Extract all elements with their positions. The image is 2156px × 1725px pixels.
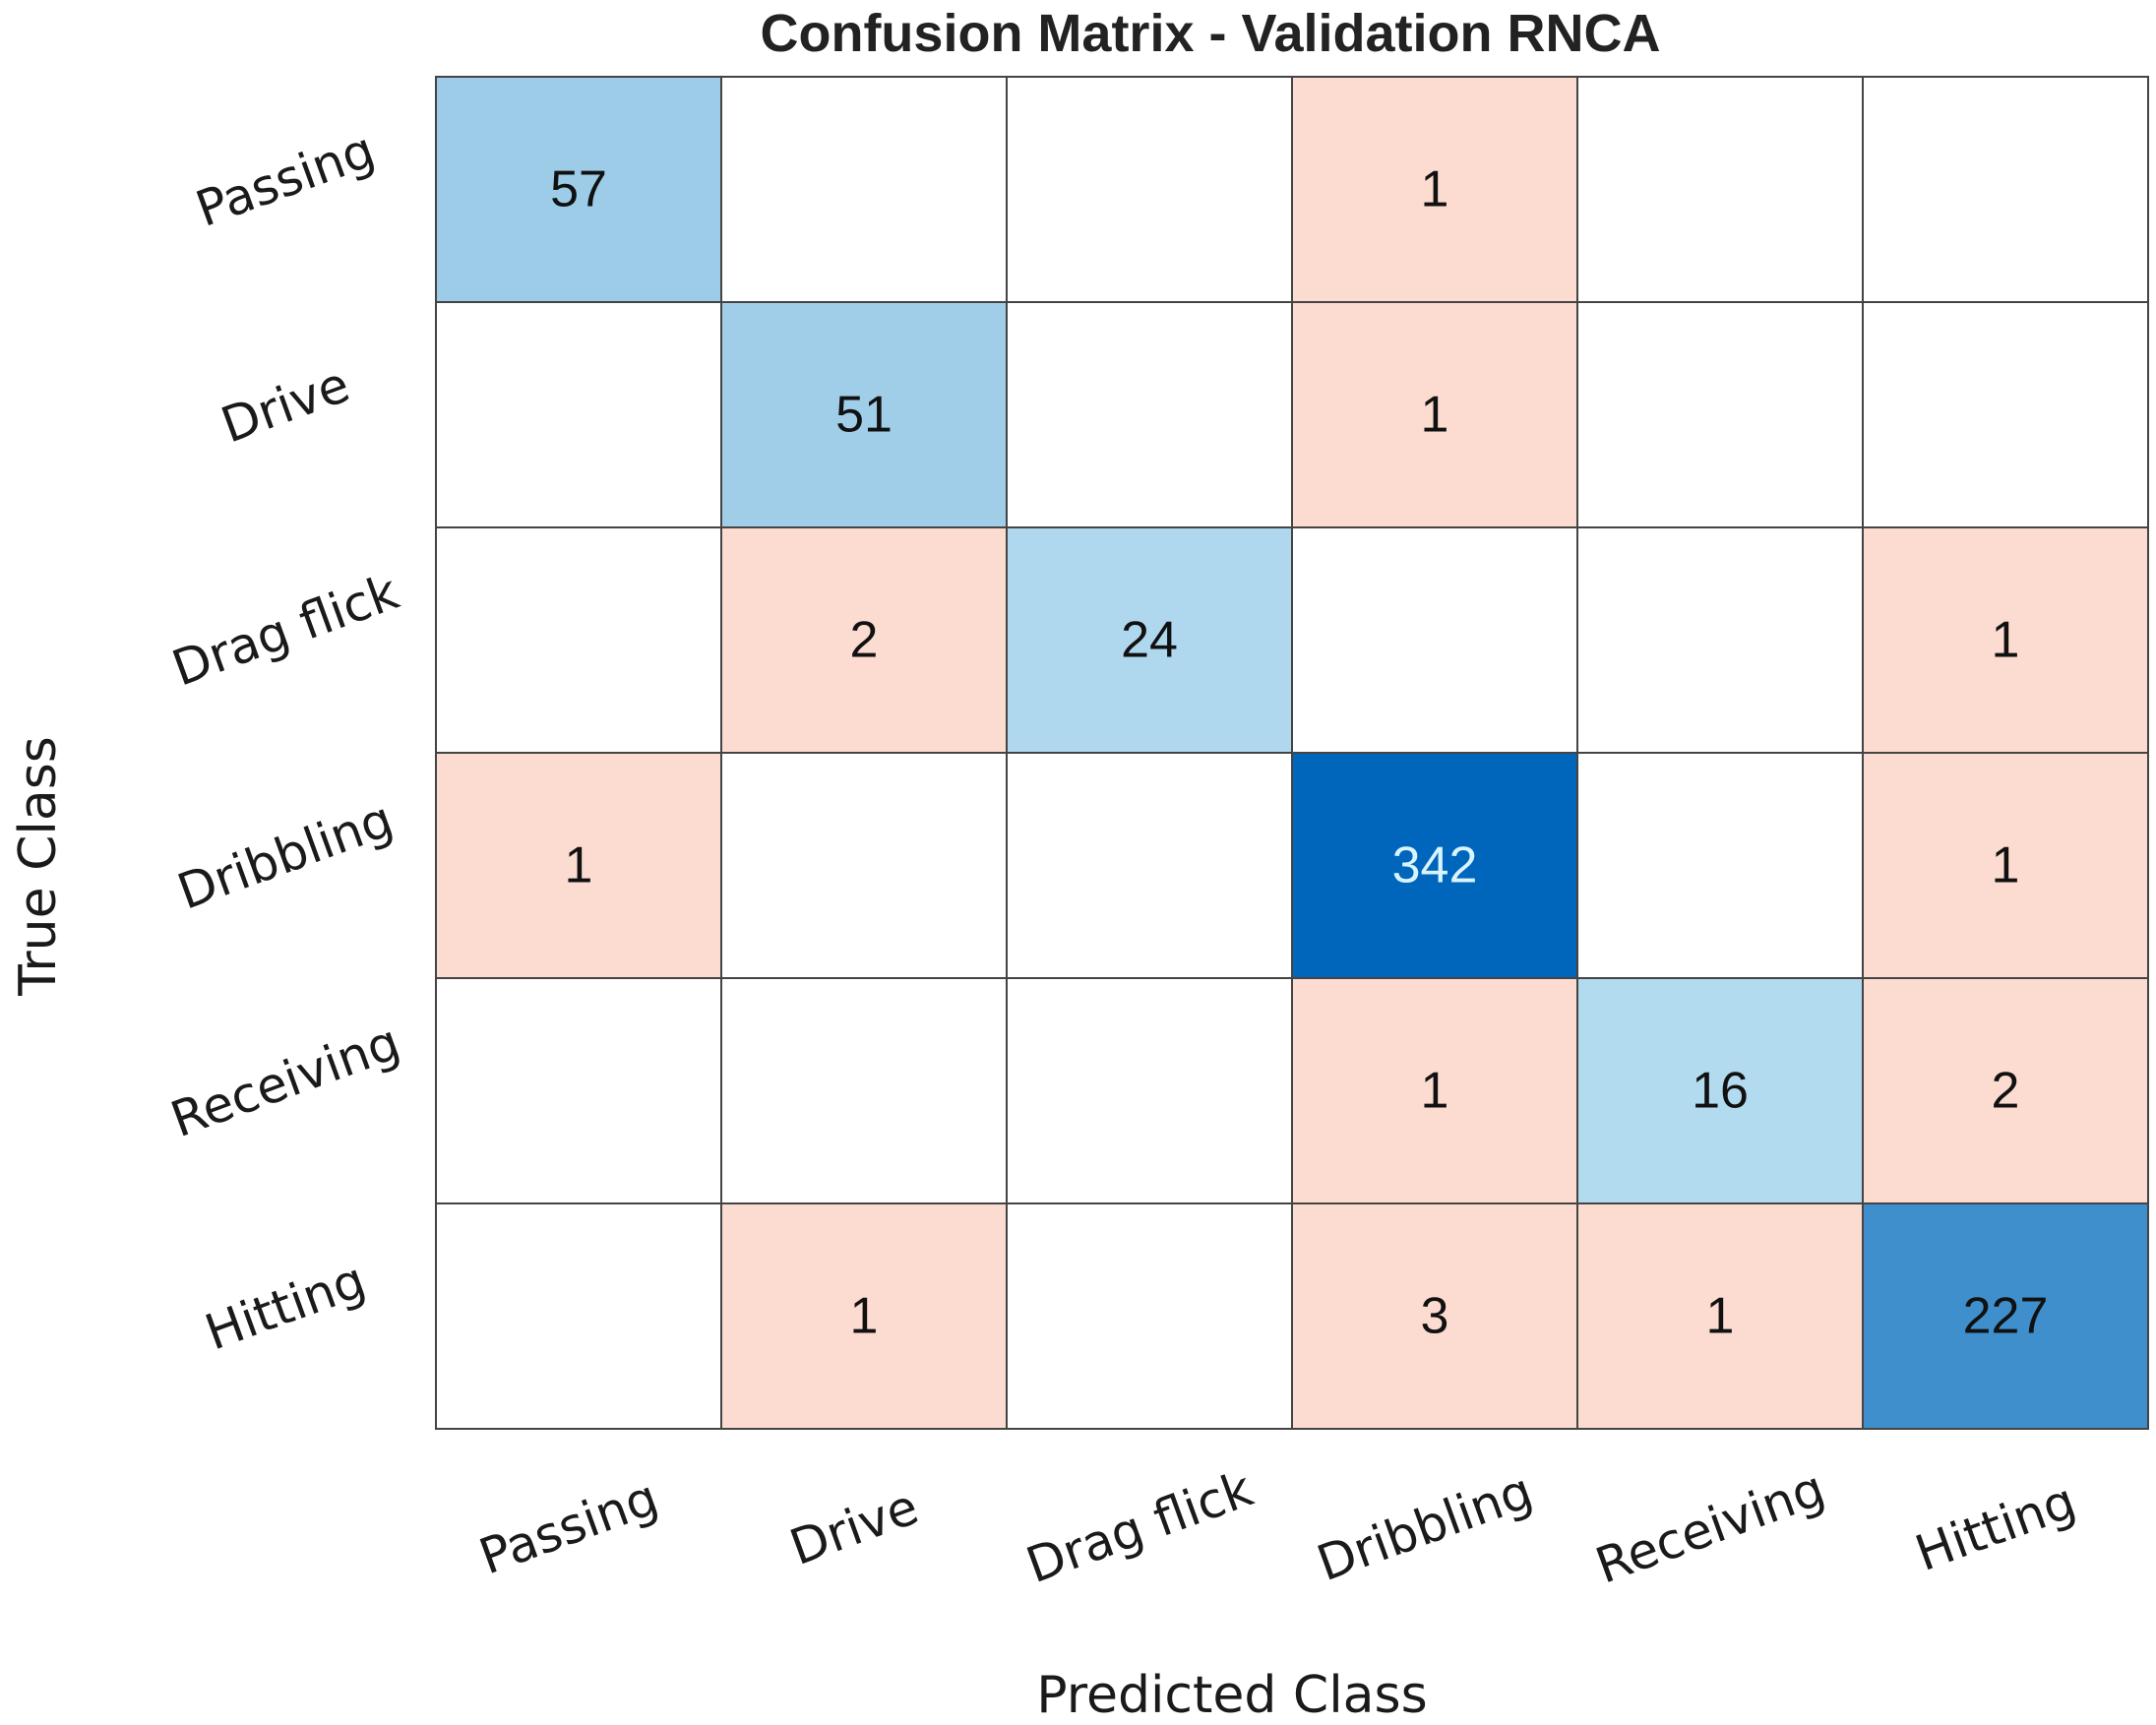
matrix-cell-r1-c0 [435,301,722,528]
matrix-cell-r2-c1 [720,526,1008,754]
col-label-4: Receiving [1588,1459,1832,1594]
cell-value-r5-c4: 1 [1706,1288,1735,1345]
cell-value-r1-c3: 1 [1421,387,1449,444]
cell-value-r5-c1: 1 [850,1288,879,1345]
matrix-cell-r4-c5 [1862,977,2149,1204]
matrix-cell-r5-c0 [435,1202,722,1430]
cell-value-r4-c5: 2 [1992,1063,2020,1120]
cell-value-r3-c3: 342 [1392,837,1478,894]
cell-value-r0-c3: 1 [1421,161,1449,218]
matrix-cell-r3-c2 [1006,752,1293,979]
matrix-cell-r1-c3 [1291,301,1578,528]
matrix-cell-r3-c5 [1862,752,2149,979]
matrix-cell-r4-c1 [720,977,1008,1204]
matrix-cell-r0-c5 [1862,76,2149,303]
col-label-0: Passing [472,1469,665,1586]
cell-value-r5-c3: 3 [1421,1288,1449,1345]
matrix-cell-r4-c0 [435,977,722,1204]
matrix-cell-r3-c4 [1576,752,1864,979]
chart-title: Confusion Matrix - Validation RNCA [760,4,1660,63]
matrix-cell-r1-c2 [1006,301,1293,528]
cell-value-r2-c1: 2 [850,612,879,669]
matrix-cell-r0-c1 [720,76,1008,303]
matrix-cells [435,76,2149,1430]
matrix-cell-r0-c3 [1291,76,1578,303]
x-axis-label: Predicted Class [1036,1666,1427,1725]
cell-value-r5-c5: 227 [1963,1288,2049,1345]
matrix-cell-r2-c0 [435,526,722,754]
row-label-0: Passing [189,121,382,238]
matrix-cell-r2-c2 [1006,526,1293,754]
row-label-1: Drive [214,355,356,454]
col-label-5: Hitting [1908,1472,2083,1582]
matrix-values: 57 1 51 1 2 24 1 1 342 1 1 16 2 1 3 1 227 [550,161,2048,1345]
cell-value-r3-c0: 1 [565,837,593,894]
matrix-cell-r2-c3 [1291,526,1578,754]
y-axis-label: True Class [9,736,68,997]
cell-value-r2-c2: 24 [1121,612,1178,669]
col-label-3: Dribbling [1310,1462,1540,1592]
matrix-cell-r0-c0 [435,76,722,303]
matrix-cell-r0-c2 [1006,76,1293,303]
row-label-2: Drag flick [165,563,406,697]
matrix-cell-r4-c4 [1576,977,1864,1204]
matrix-cell-r5-c1 [720,1202,1008,1430]
matrix-cell-r5-c3 [1291,1202,1578,1430]
cell-value-r0-c0: 57 [550,161,607,218]
matrix-cell-r1-c4 [1576,301,1864,528]
col-label-1: Drive [782,1478,925,1576]
matrix-cell-r5-c5 [1862,1202,2149,1430]
cell-value-r4-c3: 1 [1421,1063,1449,1120]
cell-value-r1-c1: 51 [835,387,893,444]
matrix-cell-r5-c2 [1006,1202,1293,1430]
matrix-cell-r5-c4 [1576,1202,1864,1430]
cell-value-r4-c4: 16 [1692,1063,1749,1120]
row-label-3: Dribbling [170,790,400,920]
matrix-cell-r3-c1 [720,752,1008,979]
matrix-cell-r1-c1 [720,301,1008,528]
row-label-4: Receiving [163,1014,407,1148]
col-label-2: Drag flick [1019,1460,1261,1594]
cell-value-r2-c5: 1 [1992,612,2020,669]
row-label-5: Hitting [198,1252,373,1362]
row-tick-labels: Passing Drive Drag flick Dribbling Receiving… [163,121,407,1361]
matrix-cell-r4-c2 [1006,977,1293,1204]
cell-value-r3-c5: 1 [1992,837,2020,894]
matrix-cell-r0-c4 [1576,76,1864,303]
matrix-cell-r1-c5 [1862,301,2149,528]
matrix-cell-r3-c0 [435,752,722,979]
matrix-cell-r2-c4 [1576,526,1864,754]
column-tick-labels: Passing Drive Drag flick Dribbling Receiving… [472,1459,2083,1594]
